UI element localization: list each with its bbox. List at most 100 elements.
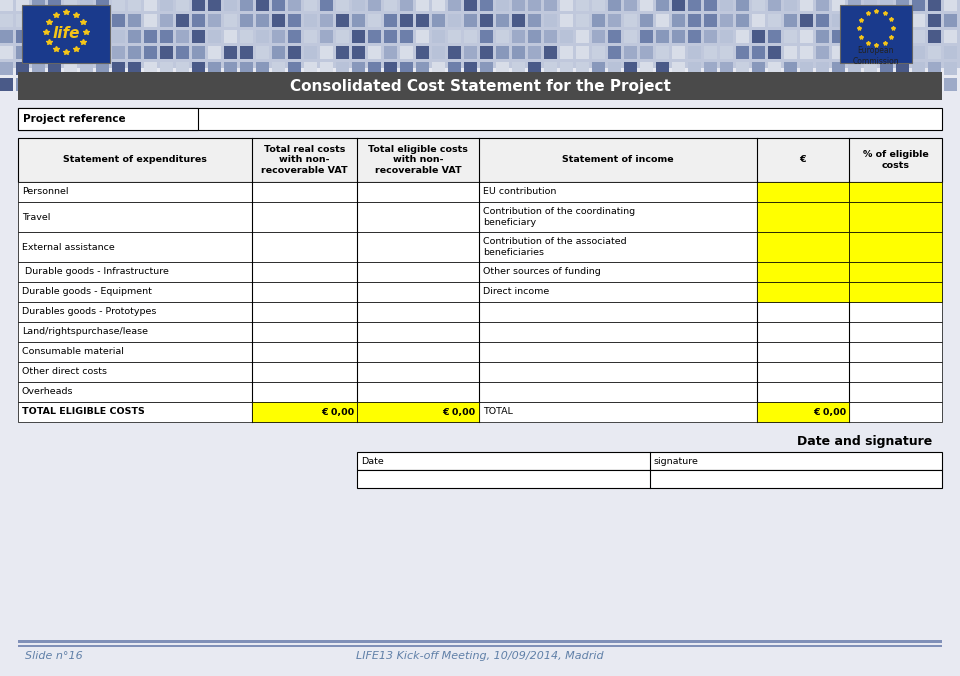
Bar <box>576 0 589 11</box>
Bar <box>848 46 861 59</box>
Text: TOTAL: TOTAL <box>483 408 513 416</box>
Bar <box>592 14 605 27</box>
Bar <box>608 78 621 91</box>
Bar <box>608 14 621 27</box>
Bar <box>849 262 942 282</box>
Bar <box>756 262 849 282</box>
Bar <box>800 14 813 27</box>
Bar <box>608 62 621 75</box>
Bar <box>400 0 413 11</box>
Bar <box>18 262 942 282</box>
Bar <box>512 78 525 91</box>
Bar <box>736 0 749 11</box>
Bar <box>368 30 381 43</box>
Bar <box>756 202 849 232</box>
Bar <box>720 46 733 59</box>
Text: Total real costs
with non-
recoverable VAT: Total real costs with non- recoverable V… <box>261 145 348 175</box>
Bar <box>368 62 381 75</box>
Bar <box>96 62 109 75</box>
Bar <box>624 30 637 43</box>
Bar <box>592 78 605 91</box>
Bar <box>256 30 269 43</box>
Text: Statement of expenditures: Statement of expenditures <box>62 155 206 164</box>
Bar <box>432 0 445 11</box>
Bar <box>756 402 849 422</box>
Bar <box>18 182 942 202</box>
Bar <box>368 46 381 59</box>
Text: EU contribution: EU contribution <box>483 187 556 197</box>
Bar <box>160 46 173 59</box>
Bar <box>18 382 942 402</box>
Bar <box>240 78 253 91</box>
Bar <box>352 0 365 11</box>
Bar <box>480 46 493 59</box>
Bar <box>416 0 429 11</box>
Bar <box>336 46 349 59</box>
Bar <box>576 46 589 59</box>
Bar <box>496 62 509 75</box>
Bar <box>224 30 237 43</box>
Bar <box>256 62 269 75</box>
Bar <box>864 46 877 59</box>
Bar <box>849 232 942 262</box>
Bar <box>48 14 61 27</box>
Bar <box>0 14 13 27</box>
Bar <box>784 14 797 27</box>
Bar <box>880 62 893 75</box>
Bar <box>128 78 141 91</box>
Bar <box>0 62 13 75</box>
Bar <box>576 14 589 27</box>
Text: Durable goods - Infrastructure: Durable goods - Infrastructure <box>22 268 169 276</box>
Bar <box>688 0 701 11</box>
Bar <box>464 30 477 43</box>
Bar <box>288 78 301 91</box>
Bar <box>400 30 413 43</box>
Bar <box>96 14 109 27</box>
Text: Consumable material: Consumable material <box>22 347 124 356</box>
Bar <box>176 62 189 75</box>
Bar <box>160 0 173 11</box>
Bar <box>848 14 861 27</box>
Bar <box>640 46 653 59</box>
Bar <box>816 62 829 75</box>
Bar <box>832 0 845 11</box>
Bar <box>64 14 77 27</box>
Bar <box>80 14 93 27</box>
Bar <box>624 0 637 11</box>
Bar <box>576 30 589 43</box>
Bar <box>48 46 61 59</box>
Bar <box>832 62 845 75</box>
Bar <box>656 78 669 91</box>
Bar <box>544 78 557 91</box>
Bar <box>624 14 637 27</box>
Bar <box>368 78 381 91</box>
Bar <box>688 78 701 91</box>
Bar <box>320 0 333 11</box>
Bar <box>656 62 669 75</box>
Bar <box>800 30 813 43</box>
Bar <box>357 452 942 470</box>
Bar <box>0 30 13 43</box>
Bar <box>544 0 557 11</box>
Bar <box>720 14 733 27</box>
Bar <box>624 46 637 59</box>
Bar <box>480 0 493 11</box>
Bar <box>112 0 125 11</box>
Bar <box>608 46 621 59</box>
Bar <box>720 78 733 91</box>
Bar <box>16 14 29 27</box>
Bar <box>224 62 237 75</box>
Bar <box>944 46 957 59</box>
Bar <box>640 30 653 43</box>
Bar <box>672 0 685 11</box>
Bar <box>352 46 365 59</box>
Bar <box>560 62 573 75</box>
Bar <box>192 30 205 43</box>
Bar <box>64 0 77 11</box>
Bar <box>528 0 541 11</box>
Bar <box>720 30 733 43</box>
Bar <box>544 46 557 59</box>
Bar <box>224 14 237 27</box>
Bar <box>208 78 221 91</box>
Bar <box>400 78 413 91</box>
